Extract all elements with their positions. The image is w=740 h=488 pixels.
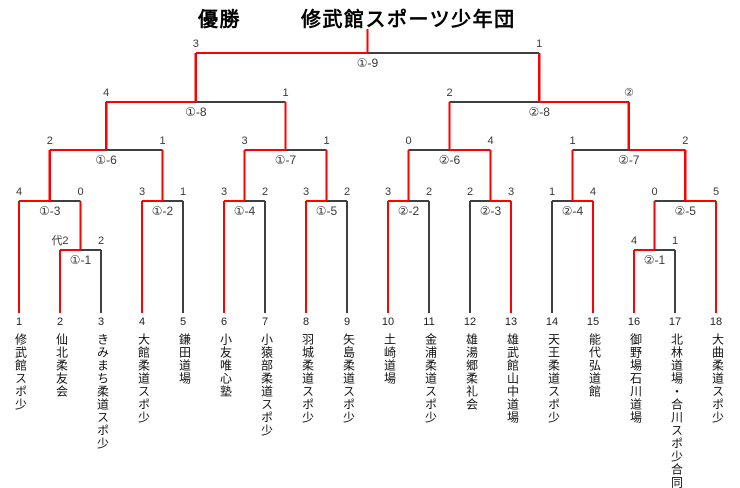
match-label: ②-1 [643, 253, 666, 267]
team-number: 1 [15, 316, 23, 328]
score-left: 0 [651, 186, 658, 198]
team-number: 15 [586, 316, 600, 328]
team-number: 17 [668, 316, 682, 328]
team-number: 12 [463, 316, 477, 328]
score-left: 3 [138, 186, 146, 198]
page-title: 優勝 修武館スポーツ少年団 [198, 3, 516, 32]
score-right: 0 [77, 186, 84, 198]
match-label: ①-6 [95, 153, 117, 167]
score-right: 1 [159, 135, 166, 147]
team-name: 鎌田道場 [177, 333, 192, 385]
score-left: 1 [569, 135, 576, 147]
team-number: 5 [179, 316, 187, 328]
team-number: 4 [138, 316, 146, 328]
score-left: 2 [446, 87, 453, 99]
score-right: 5 [712, 186, 720, 198]
team-number: 6 [220, 316, 228, 328]
team-name: 北林道場・合川スポ少合同 [669, 333, 684, 488]
score-left: 4 [15, 186, 23, 198]
team-number: 18 [709, 316, 723, 328]
team-number: 7 [261, 316, 269, 328]
score-right: 2 [343, 186, 351, 198]
team-name: 雄湯郷柔礼会 [464, 333, 479, 411]
match-label: ①-5 [315, 204, 338, 218]
match-label: ①-3 [39, 204, 61, 218]
score-left: 代2 [51, 235, 69, 247]
team-name: 小友唯心塾 [218, 333, 233, 398]
team-name: 矢島柔道スポ少 [341, 333, 356, 424]
score-right: 1 [536, 38, 543, 50]
team-number: 8 [302, 316, 310, 328]
score-right: 1 [323, 135, 330, 147]
team-name: 修武館スポ少 [13, 333, 28, 411]
match-label: ②-4 [561, 204, 584, 218]
score-right: 2 [682, 135, 689, 147]
team-number: 16 [627, 316, 641, 328]
team-name: 土崎道場 [382, 333, 397, 385]
match-label: ②-8 [528, 105, 550, 119]
match-label: ②-3 [479, 204, 502, 218]
match-label: ①-8 [185, 105, 207, 119]
team-name: 雄武館山中道場 [505, 333, 520, 424]
score-left: 3 [384, 186, 392, 198]
champion-label: 優勝 [198, 9, 241, 31]
match-label: ①-7 [274, 153, 297, 167]
match-label: ②-6 [438, 153, 461, 167]
team-name: 大曲柔道スポ少 [710, 333, 725, 424]
match-label: ①-4 [233, 204, 256, 218]
score-right: 1 [179, 186, 187, 198]
team-name: 羽城柔道スポ少 [300, 333, 315, 424]
score-right: 1 [282, 87, 289, 99]
score-left: 0 [405, 135, 412, 147]
champion-team-name: 修武館スポーツ少年団 [301, 9, 516, 31]
match-label: ①-2 [151, 204, 174, 218]
score-left: 3 [241, 135, 248, 147]
team-name: 金浦柔道スポ少 [423, 333, 438, 424]
team-number: 14 [545, 316, 559, 328]
team-name: 御野場石川道場 [628, 333, 643, 424]
score-left: 2 [46, 135, 53, 147]
team-name: 天王柔道スポ少 [546, 333, 561, 424]
score-left: 3 [192, 38, 199, 50]
match-label: ①-1 [69, 253, 92, 267]
score-left: 3 [220, 186, 228, 198]
team-name: 仙北柔友会 [54, 333, 69, 398]
match-label: ②-2 [397, 204, 420, 218]
score-right: 2 [261, 186, 269, 198]
score-left: 2 [466, 186, 474, 198]
score-right: 1 [671, 235, 679, 247]
match-label: ①-9 [356, 56, 379, 70]
score-left: 1 [548, 186, 556, 198]
score-right: 4 [589, 186, 597, 198]
score-right: 4 [487, 135, 494, 147]
score-right: 3 [507, 186, 515, 198]
team-number: 10 [381, 316, 395, 328]
score-right: ② [623, 87, 634, 99]
team-name: 大館柔道スポ少 [136, 333, 151, 424]
team-number: 2 [56, 316, 64, 328]
team-name: 小猿部柔道スポ少 [259, 333, 274, 437]
team-name: きみまち柔道スポ少 [95, 333, 110, 450]
score-right: 2 [97, 235, 105, 247]
score-left: 4 [103, 87, 110, 99]
match-label: ②-7 [618, 153, 640, 167]
score-left: 3 [302, 186, 310, 198]
match-label: ②-5 [674, 204, 696, 218]
score-left: 4 [630, 235, 638, 247]
team-name: 能代弘道館 [587, 333, 602, 398]
score-right: 2 [425, 186, 433, 198]
team-number: 3 [97, 316, 105, 328]
team-number: 11 [423, 316, 435, 328]
team-number: 9 [343, 316, 351, 328]
team-number: 13 [504, 316, 518, 328]
